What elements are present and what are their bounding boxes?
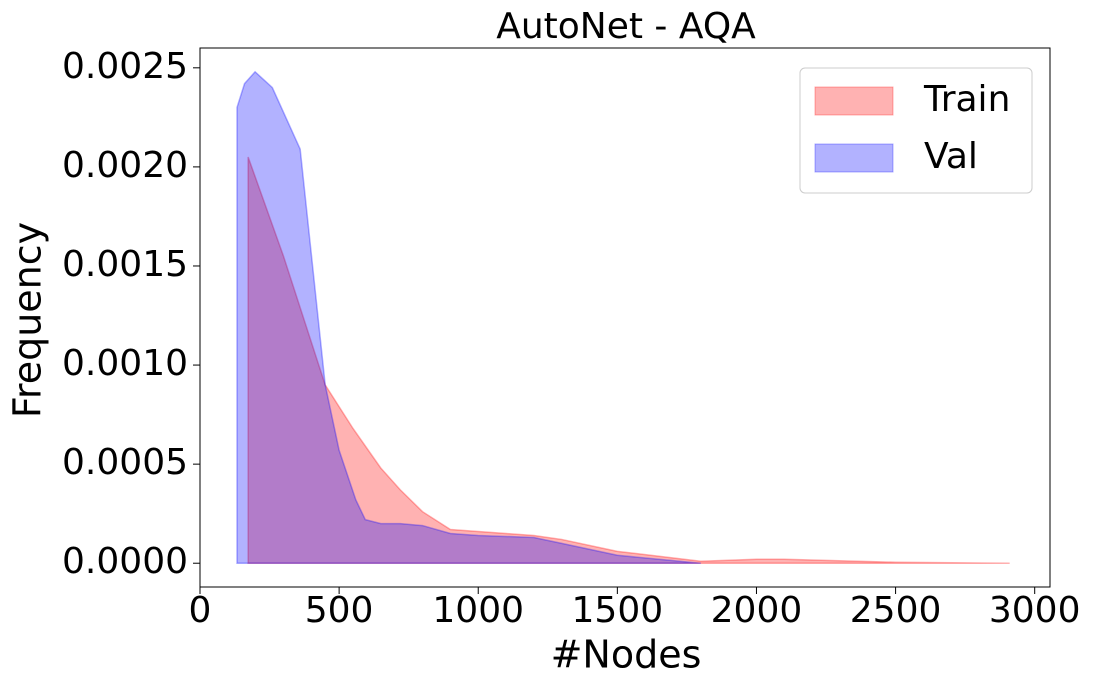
legend-swatch — [814, 143, 894, 173]
y-tick-label: 0.0000 — [62, 541, 188, 582]
x-tick-label: 2500 — [850, 590, 942, 631]
chart-title: AutoNet - AQA — [496, 6, 756, 47]
y-tick-label: 0.0020 — [62, 145, 188, 186]
x-tick-label: 2000 — [711, 590, 803, 631]
legend-swatch — [814, 86, 894, 116]
x-tick-label: 1000 — [432, 590, 524, 631]
x-axis-label: #Nodes — [551, 633, 702, 677]
x-tick-label: 1500 — [572, 590, 664, 631]
y-tick-label: 0.0015 — [62, 244, 188, 285]
y-tick-label: 0.0005 — [62, 442, 188, 483]
legend-label: Val — [924, 136, 978, 177]
y-tick-label: 0.0025 — [62, 46, 188, 87]
area — [247, 156, 1010, 564]
y-tick-label: 0.0010 — [62, 343, 188, 384]
area — [236, 70, 701, 564]
plot-frame — [199, 47, 1051, 588]
x-tick-label: 500 — [305, 590, 374, 631]
x-tick-label: 0 — [189, 590, 212, 631]
y-axis-label: Frequency — [6, 222, 50, 418]
legend-box — [799, 67, 1033, 194]
x-tick-label: 3000 — [989, 590, 1081, 631]
legend-label: Train — [923, 79, 1010, 120]
